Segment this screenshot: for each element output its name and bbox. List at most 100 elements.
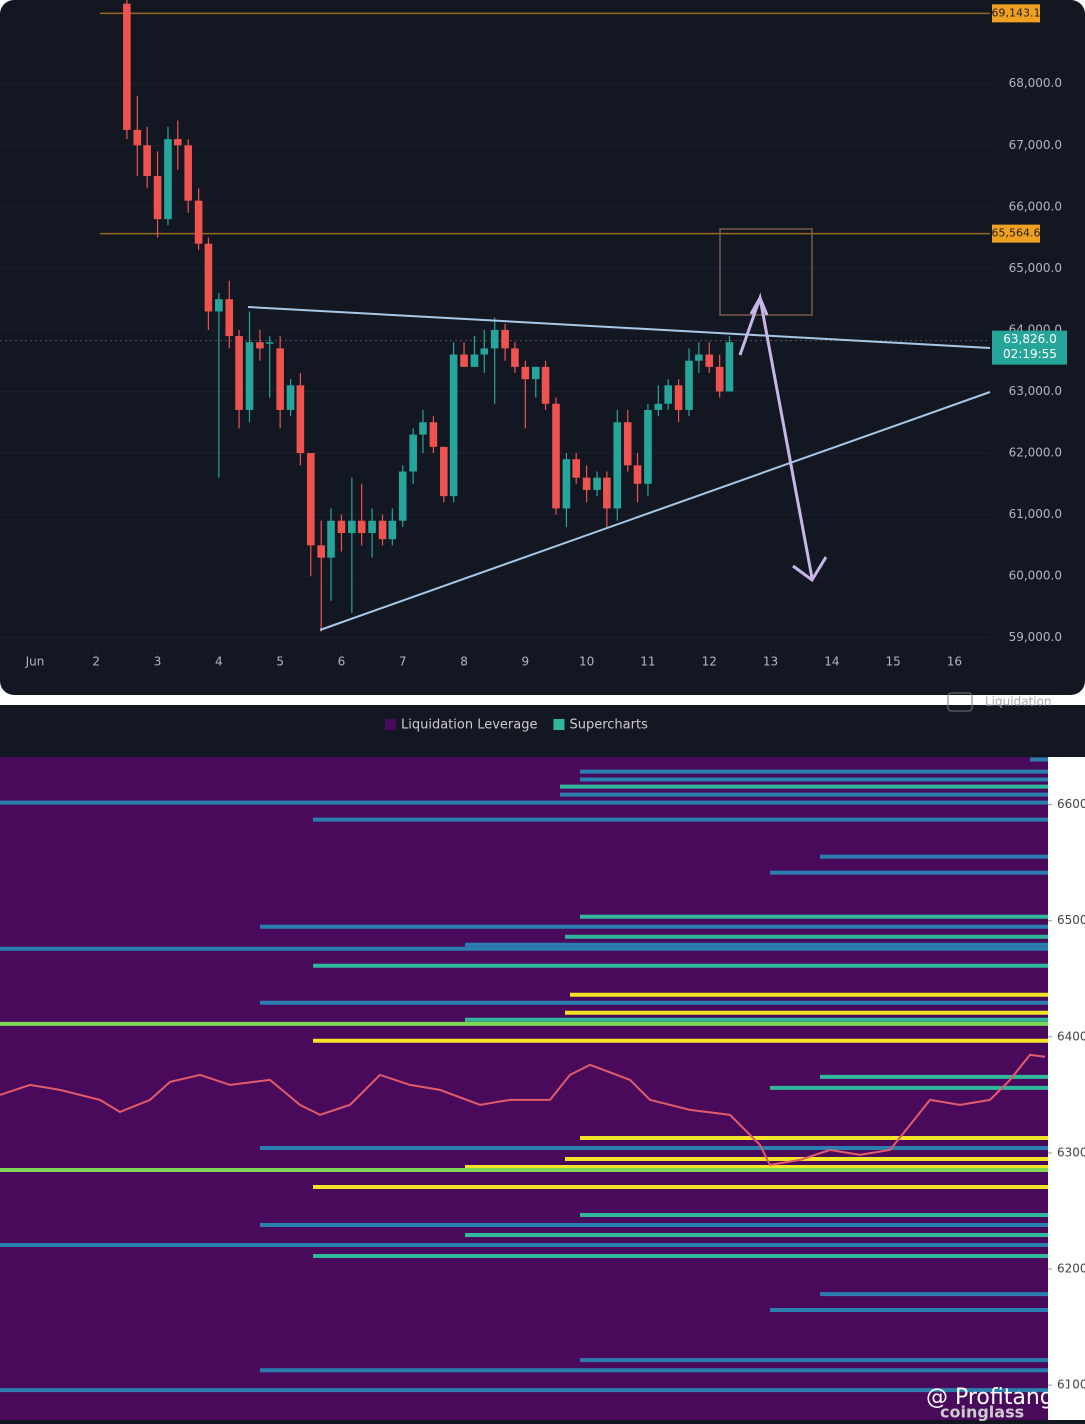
- candle-body: [470, 354, 479, 367]
- x-tick-label: 7: [399, 655, 407, 669]
- price-tag-label: 69,143.1: [992, 6, 1041, 19]
- candle-body: [357, 520, 366, 534]
- candle-body: [245, 342, 254, 410]
- top-panel: [0, 0, 1085, 695]
- y-tick-label: 62000: [1057, 1262, 1085, 1276]
- candle-body: [153, 176, 162, 220]
- legend-label: Liquidation Leverage: [401, 718, 537, 733]
- countdown-label: 02:19:55: [1003, 347, 1057, 361]
- candle-body: [429, 422, 438, 447]
- y-tick-label: 66,000.0: [1009, 199, 1062, 213]
- candle-body: [633, 465, 642, 484]
- x-tick-label: 13: [763, 655, 778, 669]
- price-tag-label: 65,564.6: [992, 227, 1041, 240]
- drawings: [247, 228, 991, 631]
- y-tick-label: 65000: [1057, 913, 1085, 927]
- arrow-head: [749, 294, 769, 316]
- candle-body: [695, 354, 703, 361]
- trendline: [319, 391, 991, 631]
- candle-body: [327, 520, 335, 558]
- candle-body: [490, 329, 499, 349]
- x-tick-label: 3: [154, 655, 162, 669]
- candle-body: [705, 354, 714, 367]
- candle-body: [613, 422, 622, 509]
- candle-body: [623, 422, 632, 466]
- candle-chart: 59,000.0 60,000.0 61,000.0 62,000.0 63,000.0…: [0, 0, 1067, 669]
- candle-body: [541, 366, 550, 404]
- candle-body: [685, 360, 693, 410]
- candle-body: [593, 477, 601, 490]
- candle-body: [286, 385, 295, 410]
- candle-body: [306, 453, 315, 546]
- candle-body: [531, 366, 540, 380]
- candle-body: [215, 299, 223, 312]
- candle-body: [725, 342, 734, 392]
- legend-label: Supercharts: [569, 718, 648, 733]
- y-tick-label: 63000: [1057, 1145, 1085, 1159]
- y-tick-label: 61000: [1057, 1378, 1085, 1392]
- candle-body: [398, 471, 407, 521]
- candle-body: [654, 403, 663, 410]
- candle-body: [480, 348, 489, 355]
- x-tick-label: 10: [579, 655, 594, 669]
- candle-body: [440, 446, 448, 497]
- y-tick-label: 64000: [1057, 1029, 1085, 1043]
- last-price-tag: [992, 330, 1067, 365]
- axis-background: [1048, 757, 1085, 1420]
- x-tick-label: 12: [702, 655, 717, 669]
- y-tick-label: 62,000.0: [1009, 446, 1062, 460]
- x-tick-label: Jun: [25, 655, 45, 669]
- candle-body: [501, 329, 509, 349]
- x-tick-label: 11: [640, 655, 655, 669]
- trendline: [247, 306, 991, 349]
- x-tick-label: 4: [215, 655, 223, 669]
- header-label: Liquidation: [985, 695, 1052, 709]
- candle-body: [511, 348, 519, 367]
- candle-body: [184, 145, 192, 201]
- candle-body: [419, 422, 427, 435]
- candle-body: [256, 342, 264, 349]
- checkbox[interactable]: [947, 692, 973, 712]
- x-tick-label: 8: [460, 655, 468, 669]
- candle-body: [204, 243, 213, 312]
- watermark: @ Profitangel: [926, 1385, 1073, 1410]
- x-tick-label: 5: [276, 655, 284, 669]
- candle-body: [235, 336, 243, 410]
- last-price-label: 63,826.0: [1003, 332, 1056, 346]
- candle-body: [164, 139, 172, 220]
- candle-body: [143, 145, 151, 177]
- candle-body: [378, 520, 387, 540]
- candle-body: [225, 299, 234, 337]
- x-tick-label: 15: [886, 655, 901, 669]
- candle-body: [194, 200, 203, 244]
- candle-body: [173, 139, 182, 146]
- candle-body: [552, 403, 560, 509]
- candle-body: [715, 366, 724, 392]
- x-tick-label: 9: [522, 655, 530, 669]
- candle-body: [449, 354, 458, 497]
- candle-body: [460, 354, 468, 367]
- price-tag: [992, 4, 1040, 23]
- candle-body: [296, 385, 305, 454]
- y-tick-label: 60,000.0: [1009, 569, 1062, 583]
- watermark-brand: coinglass: [940, 1403, 1024, 1422]
- heatmap-chart: Liquidation Leverage Supercharts 61000 6200…: [0, 718, 1085, 1420]
- candle-body: [603, 477, 611, 509]
- candle-body: [388, 520, 397, 540]
- candle-body: [664, 385, 672, 404]
- y-tick-label: 61,000.0: [1009, 507, 1062, 521]
- candle-body: [276, 348, 284, 410]
- candle-body: [521, 366, 530, 380]
- candle-body: [348, 520, 356, 534]
- y-tick-label: 65,000.0: [1009, 261, 1062, 275]
- candle-body: [368, 520, 376, 534]
- y-tick-label: 63,000.0: [1009, 384, 1062, 398]
- y-tick-label: 59,000.0: [1009, 630, 1062, 644]
- candle-body: [582, 477, 591, 490]
- candle-body: [123, 3, 131, 130]
- candle-body: [409, 434, 417, 472]
- candle-body: [265, 342, 274, 344]
- candle-body: [337, 520, 346, 534]
- candle-body: [644, 409, 652, 484]
